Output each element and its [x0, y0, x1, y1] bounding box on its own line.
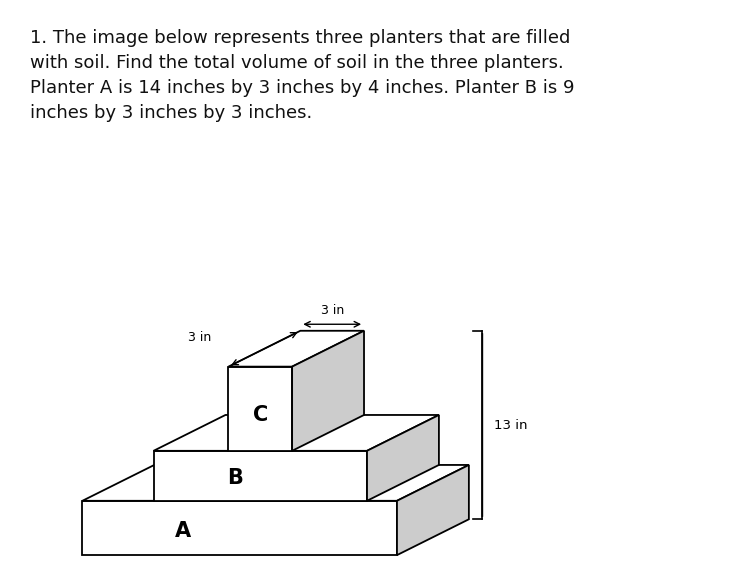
Polygon shape [82, 465, 469, 501]
Polygon shape [228, 331, 364, 367]
Polygon shape [154, 451, 367, 501]
Polygon shape [397, 465, 469, 555]
Text: 13 in: 13 in [494, 418, 527, 432]
Polygon shape [82, 501, 397, 555]
Text: A: A [175, 521, 191, 541]
Polygon shape [154, 415, 439, 451]
Polygon shape [292, 331, 364, 451]
Text: B: B [227, 469, 243, 488]
Polygon shape [367, 415, 439, 501]
Polygon shape [228, 367, 292, 451]
Text: 3 in: 3 in [188, 331, 212, 345]
Text: 3 in: 3 in [321, 304, 344, 317]
Text: 1. The image below represents three planters that are filled
with soil. Find the: 1. The image below represents three plan… [30, 29, 574, 122]
Text: C: C [252, 405, 268, 425]
